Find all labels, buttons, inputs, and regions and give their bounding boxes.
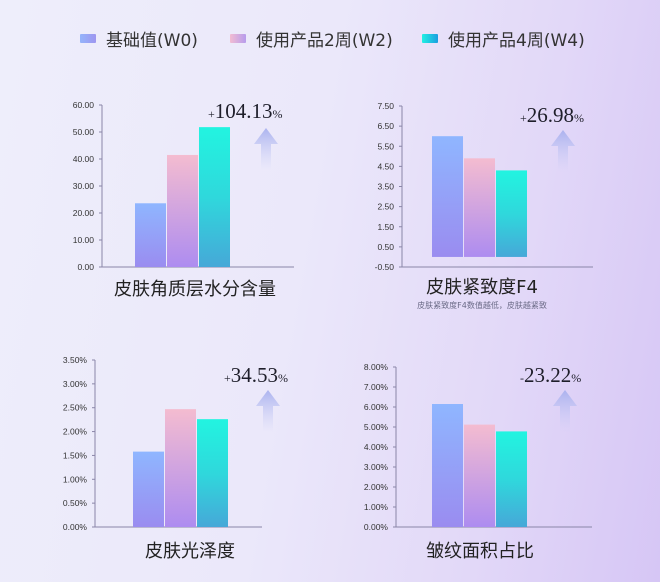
y-tick-label: 2.00% xyxy=(63,427,88,437)
bar-w2 xyxy=(464,158,495,257)
bar-w0 xyxy=(135,203,166,267)
y-tick-label: 0.00% xyxy=(63,522,88,532)
legend-swatch xyxy=(230,34,246,43)
change-value: 104.13 xyxy=(215,99,273,123)
legend-item-w0: 基础值(W0) xyxy=(80,26,198,51)
chart-title: 皮肤光泽度 xyxy=(145,541,235,562)
y-tick-label: 3.00% xyxy=(63,379,88,389)
y-tick-label: 1.50% xyxy=(63,450,88,460)
y-tick-label: 0.50% xyxy=(63,498,88,508)
change-value: 23.22 xyxy=(524,363,571,387)
legend: 基础值(W0) 使用产品2周(W2) 使用产品4周(W4) xyxy=(0,26,660,52)
change-sign: - xyxy=(520,371,524,385)
change-label: +34.53% xyxy=(224,363,288,387)
arrow-up-icon xyxy=(551,130,575,172)
change-unit: % xyxy=(571,371,581,385)
y-tick-label: 8.00% xyxy=(364,362,389,372)
change-value: 34.53 xyxy=(231,363,278,387)
y-tick-label: -0.50 xyxy=(375,262,395,272)
bar-w4 xyxy=(496,170,527,257)
bar-w4 xyxy=(197,419,228,527)
y-tick-label: 7.00% xyxy=(364,382,389,392)
change-label: +104.13% xyxy=(208,99,283,123)
chart-title: 皮肤紧致度F4 xyxy=(426,277,538,298)
y-tick-label: 7.50 xyxy=(377,101,394,111)
y-tick-label: 1.00% xyxy=(63,474,88,484)
bar-w0 xyxy=(432,136,463,257)
y-tick-label: 6.00% xyxy=(364,402,389,412)
chart-2: -0.50 0.50 1.50 2.50 3.50 4.50 5.50 6.50 7.50 皮肤紧… xyxy=(375,101,593,310)
legend-label: 使用产品4周(W4) xyxy=(448,31,585,51)
change-sign: + xyxy=(520,111,527,125)
y-tick-label: 3.00% xyxy=(364,462,389,472)
y-tick-label: 1.00% xyxy=(364,502,389,512)
y-tick-label: 2.00% xyxy=(364,482,389,492)
legend-item-w2: 使用产品2周(W2) xyxy=(230,26,393,51)
bar-w2 xyxy=(167,154,198,267)
arrow-up-icon xyxy=(254,128,278,170)
change-label: -23.22% xyxy=(520,363,581,387)
legend-item-w4: 使用产品4周(W4) xyxy=(422,26,585,51)
legend-swatch xyxy=(80,34,96,43)
change-value: 26.98 xyxy=(527,103,574,127)
change-unit: % xyxy=(273,107,283,121)
change-unit: % xyxy=(574,111,584,125)
change-unit: % xyxy=(278,371,288,385)
y-tick-label: 20.00 xyxy=(73,208,95,218)
y-tick-label: 40.00 xyxy=(73,154,95,164)
legend-label: 基础值(W0) xyxy=(106,31,198,51)
change-sign: + xyxy=(208,107,215,121)
bar-w0 xyxy=(133,451,164,527)
y-tick-label: 5.50 xyxy=(377,141,394,151)
arrow-up-icon xyxy=(553,390,577,432)
chart-title: 皱纹面积占比 xyxy=(426,541,534,562)
y-tick-label: 2.50% xyxy=(63,403,88,413)
y-tick-label: 3.50 xyxy=(377,182,394,192)
y-tick-label: 0.00 xyxy=(77,262,94,272)
y-tick-label: 0.50 xyxy=(377,242,394,252)
bar-w4 xyxy=(199,127,230,267)
y-tick-label: 6.50 xyxy=(377,121,394,131)
chart-1: 0.00 10.00 20.00 30.00 40.00 50.00 60.00 皮肤角质层水… xyxy=(73,99,294,300)
y-tick-label: 1.50 xyxy=(377,222,394,232)
y-tick-label: 2.50 xyxy=(377,202,394,212)
chart-4: 0.00% 1.00% 2.00% 3.00% 4.00% 5.00% 6.00% 7.00%… xyxy=(364,362,592,562)
y-tick-label: 30.00 xyxy=(73,181,95,191)
y-tick-label: 50.00 xyxy=(73,127,95,137)
legend-label: 使用产品2周(W2) xyxy=(256,31,393,51)
y-tick-label: 10.00 xyxy=(73,235,95,245)
y-tick-label: 5.00% xyxy=(364,422,389,432)
bar-w0 xyxy=(432,404,463,527)
chart-subtitle: 皮肤紧致度F4数值越低，皮肤越紧致 xyxy=(417,300,547,310)
bar-w2 xyxy=(464,424,495,527)
y-tick-label: 60.00 xyxy=(73,100,95,110)
bar-w4 xyxy=(496,431,527,527)
y-tick-label: 3.50% xyxy=(63,355,88,365)
y-tick-label: 4.00% xyxy=(364,442,389,452)
y-tick-label: 0.00% xyxy=(364,522,389,532)
bar-w2 xyxy=(165,409,196,527)
legend-swatch xyxy=(422,34,438,43)
change-sign: + xyxy=(224,371,231,385)
y-tick-label: 4.50 xyxy=(377,161,394,171)
chart-3: 0.00% 0.50% 1.00% 1.50% 2.00% 2.50% 3.00% 3.50%… xyxy=(63,355,288,562)
change-label: +26.98% xyxy=(520,103,584,127)
arrow-up-icon xyxy=(256,390,280,432)
chart-title: 皮肤角质层水分含量 xyxy=(114,279,276,300)
